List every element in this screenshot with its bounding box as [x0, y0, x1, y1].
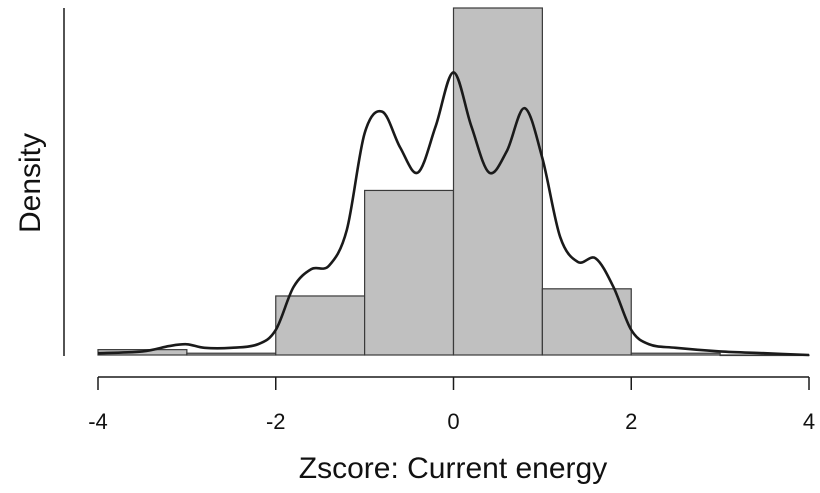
histogram-bar-2: [186, 352, 277, 356]
x-tick-label-4: 2: [625, 409, 637, 434]
density-curve: [97, 71, 810, 357]
x-tick-label-3: 0: [447, 409, 459, 434]
histogram-bar-7: [630, 352, 721, 356]
density-curve-layer: [97, 71, 810, 357]
x-tick-label-5: 4: [803, 409, 815, 434]
histogram-bar-4: [364, 189, 455, 356]
histogram-bars: [97, 7, 810, 357]
histogram-bar-6: [541, 288, 632, 356]
x-tick-label-1: -4: [88, 409, 108, 434]
x-axis-title: Zscore: Current energy: [299, 452, 607, 485]
y-axis-title: Density: [14, 133, 47, 233]
histogram-bar-8: [719, 354, 810, 357]
histogram-bar-5: [452, 7, 543, 356]
x-tick-label-2: -2: [266, 409, 286, 434]
x-axis: -4 -2 0 2 4: [88, 376, 815, 434]
histogram-bar-3: [275, 295, 366, 356]
